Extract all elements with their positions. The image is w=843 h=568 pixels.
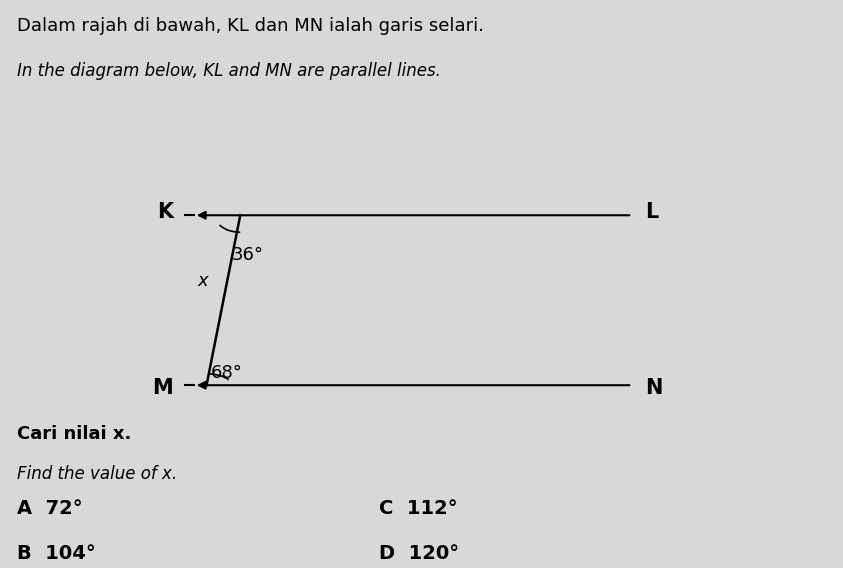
Text: A  72°: A 72° (17, 499, 83, 517)
Text: 68°: 68° (211, 365, 243, 382)
Text: K: K (157, 202, 173, 223)
Text: x: x (197, 272, 207, 290)
Text: Find the value of x.: Find the value of x. (17, 465, 177, 483)
Text: 36°: 36° (232, 247, 264, 265)
Text: Cari nilai x.: Cari nilai x. (17, 425, 132, 443)
Text: Dalam rajah di bawah, KL dan MN ialah garis selari.: Dalam rajah di bawah, KL dan MN ialah ga… (17, 17, 484, 35)
Text: B  104°: B 104° (17, 544, 95, 563)
Text: In the diagram below, KL and MN are parallel lines.: In the diagram below, KL and MN are para… (17, 62, 441, 80)
Text: M: M (152, 378, 173, 398)
Text: N: N (645, 378, 663, 398)
Text: L: L (645, 202, 658, 223)
Text: C  112°: C 112° (379, 499, 458, 517)
Text: D  120°: D 120° (379, 544, 459, 563)
